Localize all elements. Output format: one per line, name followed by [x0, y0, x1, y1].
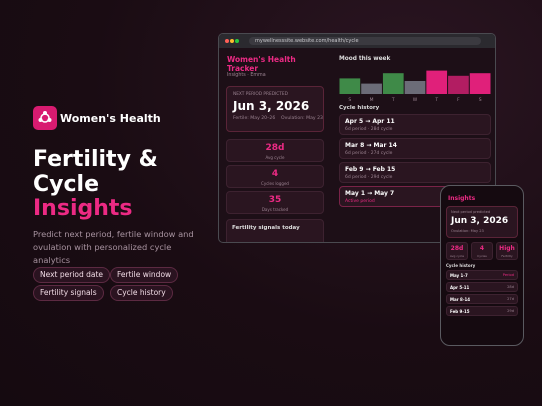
row-range: Feb 9-15 [450, 309, 470, 314]
row-range: Apr 5 → Apr 11 [345, 118, 395, 125]
row-range: Mar 8 → Mar 14 [345, 142, 397, 149]
phone-row: Feb 9-15 29d [446, 306, 518, 316]
mood-bar [426, 70, 448, 94]
history-row: Feb 9 → Feb 15 6d period · 29d cycle [339, 162, 491, 183]
prediction-card: NEXT PERIOD PREDICTED Jun 3, 2026 Fertil… [226, 86, 324, 132]
day-label: F [457, 97, 460, 103]
day-label: M [370, 97, 374, 103]
chip[interactable]: Fertile window [110, 267, 179, 283]
phone-card: Next period predicted Jun 3, 2026 Ovulat… [446, 206, 518, 238]
row-tag: Period [502, 273, 514, 277]
row-detail: Active period [345, 199, 375, 204]
signals-title: Fertility signals today [232, 225, 300, 231]
phone-row: May 1-7 Period [446, 270, 518, 280]
day-label: T [391, 97, 395, 103]
day-label: T [434, 97, 438, 103]
day-label: S [348, 97, 351, 103]
stat-card: 4 Cycles logged [226, 165, 324, 188]
row-range: Mar 8-14 [450, 297, 471, 302]
label: Next period predicted [451, 210, 491, 214]
stat-card: 28d Avg cycle [446, 242, 468, 260]
label: NEXT PERIOD PREDICTED [233, 92, 288, 97]
url-bar[interactable]: mywellnesssite.website.com/health/cycle [249, 37, 481, 45]
day-label: W [413, 97, 418, 103]
window-dot[interactable] [225, 39, 229, 43]
mood-bar [361, 83, 382, 94]
stat-card: 4 Cycles [471, 242, 493, 260]
history-row: Apr 5 → Apr 11 6d period · 28d cycle [339, 114, 491, 135]
stat-label: Avg cycle [265, 155, 285, 160]
row-detail: 6d period · 29d cycle [345, 175, 393, 180]
phone-row: Mar 8-14 27d [446, 294, 518, 304]
logo-glyph [38, 111, 52, 123]
hero-title: Cycle [33, 172, 99, 197]
mood-bar [448, 75, 469, 94]
window-dot[interactable] [235, 39, 239, 43]
row-range: May 1-7 [450, 273, 468, 278]
fertile: Fertile: May 20–26 [233, 116, 276, 121]
ovulation: Ovulation: May 23 [281, 116, 323, 121]
stat-value: 28d [450, 245, 464, 252]
logo-icon [33, 106, 57, 130]
stat-value: High [499, 245, 515, 252]
stat-label: Avg cycle [449, 254, 465, 258]
phone: Insights Next period predicted Jun 3, 20… [440, 185, 524, 346]
phone-row: Apr 5-11 28d [446, 282, 518, 292]
row-range: May 1 → May 7 [345, 190, 395, 197]
day-label: S [479, 97, 482, 103]
row-range: Feb 9 → Feb 15 [345, 166, 396, 173]
stat-value: 4 [479, 245, 485, 252]
stat-card: 28d Avg cycle [226, 139, 324, 162]
stat-card: High Fertility [496, 242, 518, 260]
window-dot[interactable] [230, 39, 234, 43]
stat-label: Cycles [477, 254, 487, 258]
stat-value: 28d [265, 143, 285, 153]
next-date: Jun 3, 2026 [233, 99, 310, 113]
hero-title: Fertility & [33, 147, 158, 172]
row-tag: 29d [507, 309, 514, 313]
hero-subtitle: Predict next period, fertile window and … [33, 229, 194, 265]
row-detail: 6d period · 27d cycle [345, 151, 393, 156]
stat-label: Fertility [501, 254, 513, 258]
mood-bar [339, 78, 361, 94]
sidebar-subtitle: Insights · Emma [227, 73, 266, 78]
stat-label: Days tracked [261, 207, 289, 212]
chip[interactable]: Cycle history [110, 285, 173, 301]
mood-bar [382, 73, 404, 94]
stat-value: 35 [268, 195, 282, 205]
chip[interactable]: Fertility signals [33, 285, 104, 301]
row-tag: 28d [507, 285, 514, 289]
row-detail: 6d period · 28d cycle [345, 127, 393, 132]
history-title: Cycle history [339, 105, 380, 111]
mood-bar [404, 81, 426, 94]
mood-bar [469, 73, 491, 94]
next-date: Jun 3, 2026 [451, 216, 509, 226]
ovulation: Ovulation: May 23 [451, 229, 484, 233]
sidebar-title: Women's Health Tracker [227, 55, 296, 73]
phone-title: Insights [448, 195, 476, 202]
stat-label: Cycles logged [261, 181, 289, 186]
brand-name: Women's Health [60, 112, 161, 125]
row-range: Apr 5-11 [450, 285, 470, 290]
mood-title: Mood this week [339, 56, 391, 62]
signals-card: Fertility signals today [226, 219, 324, 242]
chip[interactable]: Next period date [33, 267, 111, 283]
stat-value: 4 [271, 169, 279, 179]
stat-card: 35 Days tracked [226, 191, 324, 214]
hero-title-accent: Insights [33, 196, 133, 221]
row-tag: 27d [507, 297, 514, 301]
history-row: Mar 8 → Mar 14 6d period · 27d cycle [339, 138, 491, 159]
history-title: Cycle history [446, 263, 476, 268]
